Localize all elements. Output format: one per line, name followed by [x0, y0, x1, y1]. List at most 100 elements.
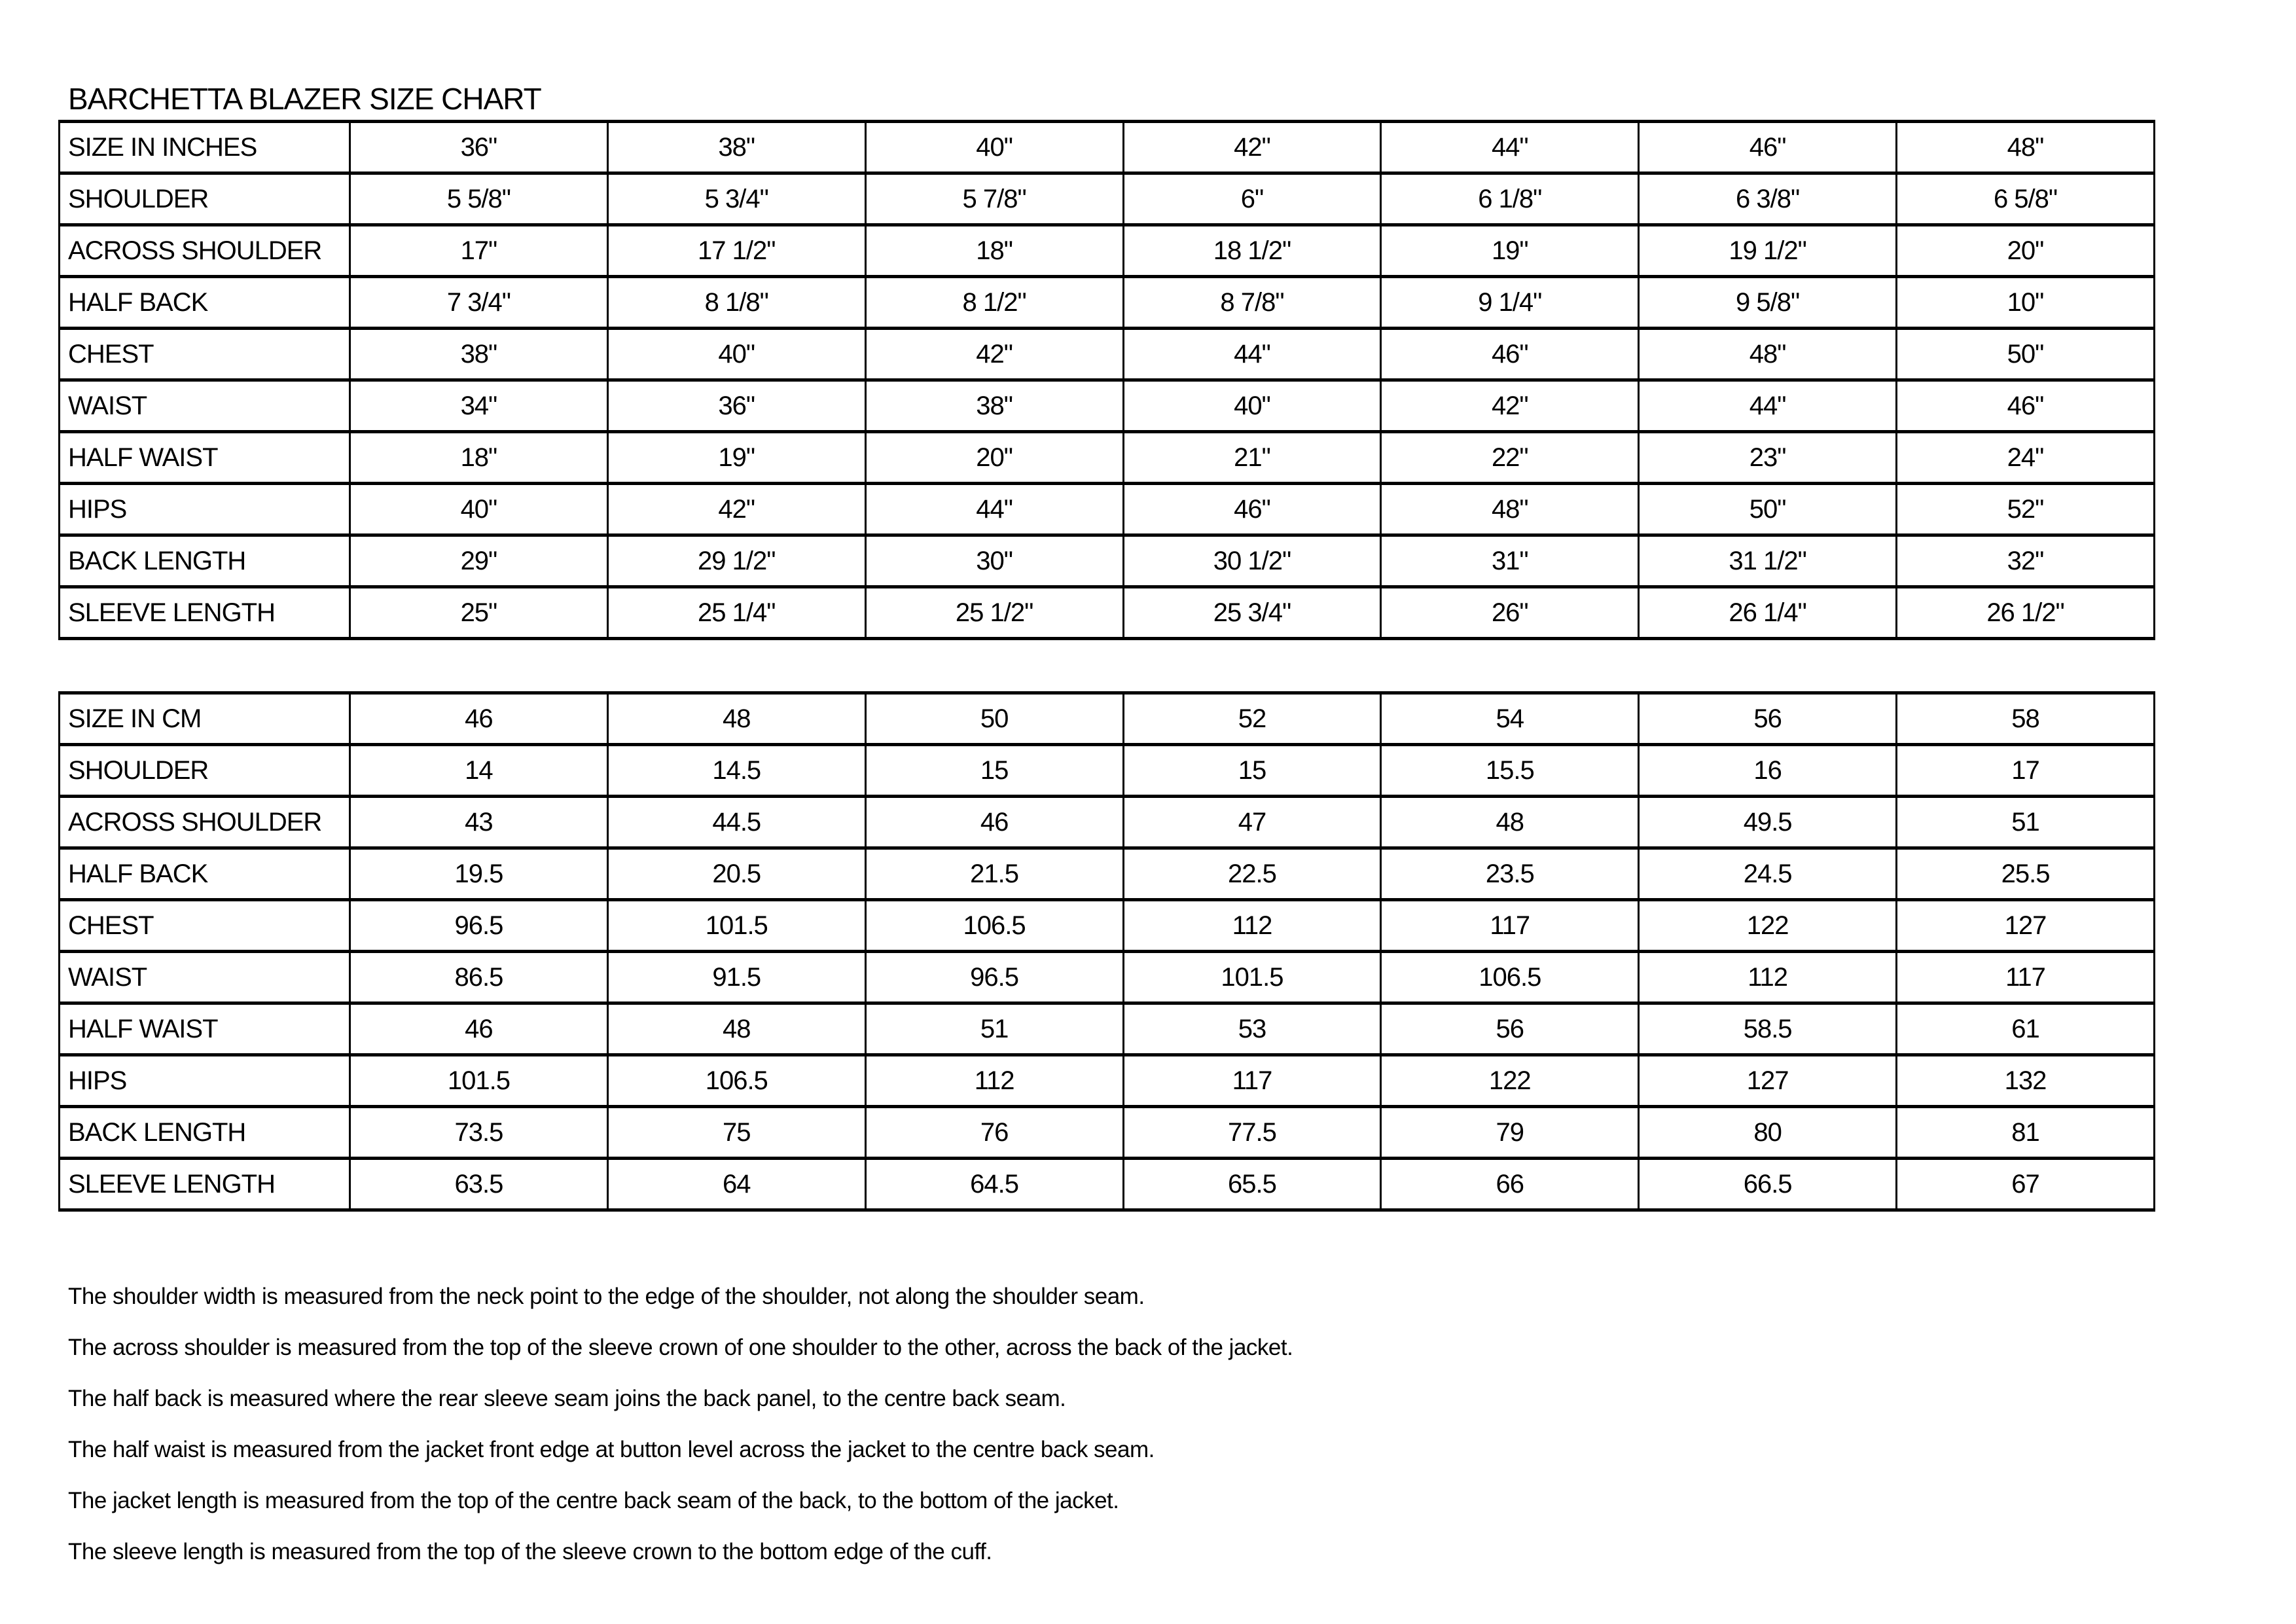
- table-row: HALF BACK 19.5 20.5 21.5 22.5 23.5 24.5 25.5: [58, 846, 2155, 901]
- cell-value: 25 1/2": [864, 585, 1124, 640]
- cell-value: 23": [1638, 430, 1898, 485]
- row-label: BACK LENGTH: [58, 533, 351, 588]
- table-row: SLEEVE LENGTH 25" 25 1/4" 25 1/2" 25 3/4" 26"…: [58, 585, 2155, 640]
- cell-value: 29": [349, 533, 609, 588]
- cell-value: 106.5: [864, 898, 1124, 953]
- table-row: CHEST 96.5 101.5 106.5 112 117 122 127: [58, 898, 2155, 953]
- cell-value: 51: [1895, 795, 2155, 850]
- cell-value: 6 5/8": [1895, 171, 2155, 226]
- table-row: HALF WAIST 18" 19" 20" 21" 22" 23" 24": [58, 430, 2155, 485]
- cell-value: 127: [1638, 1053, 1898, 1108]
- cell-value: 50": [1638, 482, 1898, 537]
- table-row: HALF BACK 7 3/4" 8 1/8" 8 1/2" 8 7/8" 9 1/4" 9…: [58, 275, 2155, 330]
- cell-value: 58: [1895, 691, 2155, 746]
- cell-value: 43: [349, 795, 609, 850]
- cell-value: 127: [1895, 898, 2155, 953]
- cell-value: 30": [864, 533, 1124, 588]
- row-label: WAIST: [58, 950, 351, 1005]
- cell-value: 18 1/2": [1122, 223, 1382, 278]
- cell-value: 40": [349, 482, 609, 537]
- cell-value: 48: [1380, 795, 1640, 850]
- cell-value: 31": [1380, 533, 1640, 588]
- cell-value: 32": [1895, 533, 2155, 588]
- cell-value: 96.5: [349, 898, 609, 953]
- cell-value: 36": [606, 378, 867, 433]
- cell-value: 132: [1895, 1053, 2155, 1108]
- cell-value: 6": [1122, 171, 1382, 226]
- cell-value: 44": [1638, 378, 1898, 433]
- cell-value: 25 1/4": [606, 585, 867, 640]
- table-row: SHOULDER 5 5/8" 5 3/4" 5 7/8" 6" 6 1/8" 6 3/8"…: [58, 171, 2155, 226]
- cell-value: 15: [1122, 743, 1382, 798]
- note-across-shoulder: The across shoulder is measured from the…: [68, 1335, 1293, 1360]
- cell-value: 46": [1380, 327, 1640, 382]
- cell-value: 65.5: [1122, 1157, 1382, 1212]
- row-label: SIZE IN INCHES: [58, 120, 351, 175]
- cell-value: 101.5: [349, 1053, 609, 1108]
- table-row: HIPS 101.5 106.5 112 117 122 127 132: [58, 1053, 2155, 1108]
- page-title: BARCHETTA BLAZER SIZE CHART: [68, 82, 542, 116]
- row-label: ACROSS SHOULDER: [58, 795, 351, 850]
- note-shoulder-width: The shoulder width is measured from the …: [68, 1284, 1145, 1309]
- row-label: SLEEVE LENGTH: [58, 1157, 351, 1212]
- cell-value: 40": [1122, 378, 1382, 433]
- row-label: HALF WAIST: [58, 430, 351, 485]
- table-row: SHOULDER 14 14.5 15 15 15.5 16 17: [58, 743, 2155, 798]
- cell-value: 25.5: [1895, 846, 2155, 901]
- measurement-notes: The shoulder width is measured from the …: [68, 1271, 2228, 1578]
- cell-value: 21.5: [864, 846, 1124, 901]
- cell-value: 17: [1895, 743, 2155, 798]
- row-label: SHOULDER: [58, 743, 351, 798]
- cell-value: 91.5: [606, 950, 867, 1005]
- table-row: HIPS 40" 42" 44" 46" 48" 50" 52": [58, 482, 2155, 537]
- cell-value: 117: [1122, 1053, 1382, 1108]
- cell-value: 66.5: [1638, 1157, 1898, 1212]
- row-label: HALF WAIST: [58, 1001, 351, 1056]
- cell-value: 42": [606, 482, 867, 537]
- row-label: HIPS: [58, 482, 351, 537]
- cell-value: 51: [864, 1001, 1124, 1056]
- cell-value: 44.5: [606, 795, 867, 850]
- row-label: SHOULDER: [58, 171, 351, 226]
- note-jacket-length: The jacket length is measured from the t…: [68, 1488, 1119, 1513]
- cell-value: 5 3/4": [606, 171, 867, 226]
- cell-value: 19": [606, 430, 867, 485]
- cell-value: 46": [1895, 378, 2155, 433]
- cell-value: 42": [864, 327, 1124, 382]
- cell-value: 7 3/4": [349, 275, 609, 330]
- cell-value: 8 1/2": [864, 275, 1124, 330]
- table-row: ACROSS SHOULDER 17" 17 1/2" 18" 18 1/2" 19" 19…: [58, 223, 2155, 278]
- cell-value: 19": [1380, 223, 1640, 278]
- cell-value: 44": [864, 482, 1124, 537]
- cell-value: 47: [1122, 795, 1382, 850]
- note-half-waist: The half waist is measured from the jack…: [68, 1437, 1155, 1462]
- cell-value: 38": [606, 120, 867, 175]
- cell-value: 61: [1895, 1001, 2155, 1056]
- cell-value: 25": [349, 585, 609, 640]
- cell-value: 46": [1638, 120, 1898, 175]
- cell-value: 6 3/8": [1638, 171, 1898, 226]
- cell-value: 24": [1895, 430, 2155, 485]
- cell-value: 21": [1122, 430, 1382, 485]
- cell-value: 29 1/2": [606, 533, 867, 588]
- table-row: WAIST 34" 36" 38" 40" 42" 44" 46": [58, 378, 2155, 433]
- cell-value: 19.5: [349, 846, 609, 901]
- cell-value: 48": [1638, 327, 1898, 382]
- table-row: SIZE IN CM 46 48 50 52 54 56 58: [58, 691, 2155, 746]
- cell-value: 5 5/8": [349, 171, 609, 226]
- row-label: WAIST: [58, 378, 351, 433]
- cell-value: 22": [1380, 430, 1640, 485]
- cell-value: 73.5: [349, 1105, 609, 1160]
- cell-value: 63.5: [349, 1157, 609, 1212]
- cell-value: 66: [1380, 1157, 1640, 1212]
- cell-value: 64.5: [864, 1157, 1124, 1212]
- size-table-cm: SIZE IN CM 46 48 50 52 54 56 58 SHOULDER 14 14.5 15…: [58, 691, 2155, 1212]
- cell-value: 106.5: [1380, 950, 1640, 1005]
- cell-value: 46: [864, 795, 1124, 850]
- cell-value: 9 1/4": [1380, 275, 1640, 330]
- cell-value: 14.5: [606, 743, 867, 798]
- cell-value: 26 1/4": [1638, 585, 1898, 640]
- cell-value: 23.5: [1380, 846, 1640, 901]
- cell-value: 101.5: [1122, 950, 1382, 1005]
- cell-value: 86.5: [349, 950, 609, 1005]
